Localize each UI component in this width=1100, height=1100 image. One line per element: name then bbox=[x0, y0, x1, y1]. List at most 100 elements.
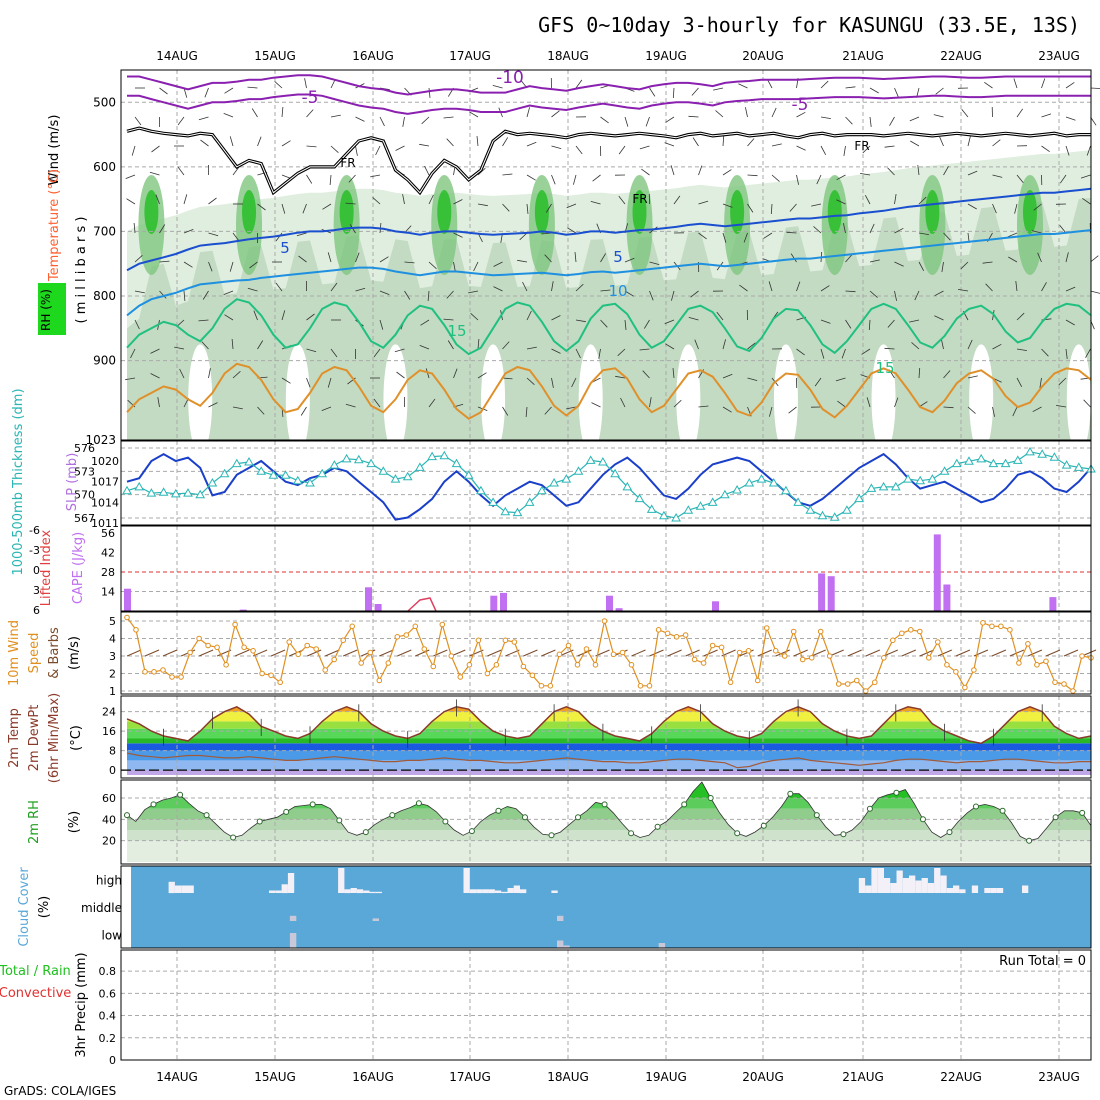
thickness-marker bbox=[805, 505, 816, 514]
upper-wind-barb bbox=[820, 348, 825, 359]
upper-wind-barb bbox=[1008, 256, 1018, 263]
wind-speed-point bbox=[781, 653, 788, 659]
wind-speed-point bbox=[394, 634, 401, 640]
cloud-bar bbox=[168, 881, 175, 894]
upper-wind-barb bbox=[866, 397, 871, 408]
upper-wind-barb bbox=[183, 87, 188, 98]
cloud-bar bbox=[915, 880, 922, 893]
upper-wind-barb bbox=[992, 406, 995, 417]
upper-wind-barb bbox=[649, 397, 652, 408]
upper-wind-barb bbox=[715, 110, 724, 118]
thickness-marker bbox=[915, 475, 926, 485]
upper-wind-barb bbox=[519, 232, 528, 241]
temperature-axis-label: Temperature (°C) bbox=[47, 169, 62, 282]
temp-tick: 16 bbox=[102, 725, 116, 738]
cloud-bar bbox=[971, 885, 979, 893]
bottom-date-axis: 14AUG 15AUG 16AUG 17AUG 18AUG 19AUG 20AUG 21AUG… bbox=[156, 1070, 1080, 1084]
upper-wind-barb bbox=[984, 81, 993, 89]
cape-label: CAPE (J/kg) bbox=[71, 532, 86, 604]
thickness-marker bbox=[707, 497, 718, 506]
cloud-bar bbox=[375, 891, 382, 894]
surface-wind-barb bbox=[1009, 649, 1025, 657]
precip-tick: 0.6 bbox=[99, 987, 117, 1000]
upper-wind-barb bbox=[453, 232, 463, 238]
cloud-bars bbox=[168, 868, 1029, 948]
upper-wind-barb bbox=[820, 319, 831, 324]
upper-wind-barb bbox=[620, 397, 626, 408]
top-day-label: 16AUG bbox=[352, 49, 394, 63]
wind-speed-point bbox=[998, 623, 1004, 630]
upper-wind-barb bbox=[208, 197, 217, 205]
rh-point bbox=[840, 831, 847, 838]
upper-wind-barb bbox=[909, 116, 920, 122]
wind-speed-point bbox=[727, 679, 734, 686]
upper-wind-barb bbox=[355, 145, 358, 156]
upper-wind-barb bbox=[232, 406, 243, 410]
wind-speed-point bbox=[772, 648, 779, 654]
upper-wind-barb bbox=[914, 290, 920, 301]
wind-speed-point bbox=[628, 662, 635, 668]
upper-wind-barb bbox=[894, 194, 897, 205]
wind-speed-point bbox=[421, 646, 428, 652]
upper-wind-barb bbox=[845, 290, 856, 293]
upper-wind-barb bbox=[861, 348, 871, 355]
upper-wind-barb bbox=[492, 85, 503, 89]
upper-wind-barb bbox=[321, 406, 332, 411]
slp-frame bbox=[120, 440, 1092, 526]
rh-point bbox=[522, 814, 528, 821]
cloud-bar bbox=[946, 888, 953, 893]
wind-tick: 2 bbox=[109, 668, 116, 681]
rh-core bbox=[339, 190, 354, 235]
upper-wind-barb bbox=[551, 348, 561, 354]
top-date-axis: 14AUG 15AUG 16AUG 17AUG 18AUG 19AUG 20AUG 21AUG… bbox=[156, 49, 1080, 63]
upper-wind-barb bbox=[159, 260, 170, 263]
run-total: Run Total = 0 bbox=[999, 954, 1086, 969]
upper-wind-barb bbox=[257, 203, 266, 211]
upper-wind-barb bbox=[1012, 406, 1018, 417]
upper-wind-barb bbox=[130, 348, 136, 359]
upper-wind-barb bbox=[691, 87, 699, 96]
wind-speed-point bbox=[376, 677, 383, 684]
dry-plume bbox=[481, 344, 506, 455]
thickness-marker bbox=[231, 458, 242, 468]
upper-wind-barb bbox=[373, 398, 381, 408]
upper-wind-barb bbox=[428, 87, 431, 98]
upper-wind-barb bbox=[443, 318, 454, 321]
upper-wind-barb bbox=[159, 87, 168, 95]
surface-wind-barb bbox=[649, 649, 664, 657]
bottom-day-label: 14AUG bbox=[156, 1070, 198, 1084]
rh-point bbox=[389, 812, 396, 819]
wind-speed-point bbox=[268, 672, 274, 679]
upper-wind-barb bbox=[1090, 87, 1100, 89]
upper-wind-barb bbox=[477, 167, 486, 176]
rh-point bbox=[866, 805, 873, 812]
thickness-marker bbox=[1000, 458, 1011, 468]
thickness-marker bbox=[720, 489, 730, 499]
surface-wind-barb bbox=[162, 649, 178, 657]
upper-wind-barb bbox=[673, 195, 681, 205]
cloud-bar bbox=[858, 878, 866, 893]
slp-line bbox=[126, 452, 1092, 521]
pressure-tick-label: 1023 bbox=[85, 433, 116, 447]
upper-wind-barb bbox=[201, 341, 209, 350]
upper-wind-barb bbox=[395, 145, 405, 151]
cloud-bar bbox=[476, 889, 483, 894]
upper-wind-barb bbox=[763, 232, 773, 239]
upper-wind-barb bbox=[864, 195, 871, 205]
upper-wind-barb bbox=[967, 375, 978, 379]
upper-wind-barb bbox=[551, 377, 554, 388]
slp-thickness-axis: 576 573 570 567 1020 1017 1014 1011 bbox=[74, 442, 119, 530]
upper-wind-barb bbox=[591, 402, 601, 408]
upper-wind-barb bbox=[909, 319, 920, 323]
upper-wind-barb bbox=[345, 202, 356, 205]
cape-bar bbox=[500, 592, 507, 611]
rh-point bbox=[681, 801, 688, 808]
wind-speed-point bbox=[538, 683, 545, 689]
pressure-tick-label: 700 bbox=[93, 224, 116, 238]
upper-wind-barb bbox=[835, 377, 846, 382]
temp-grid bbox=[121, 696, 1091, 778]
upper-wind-barb bbox=[177, 116, 185, 126]
wind-speed-point bbox=[854, 677, 860, 684]
dewpoint-line bbox=[126, 752, 1091, 769]
cloud-bar bbox=[984, 888, 991, 893]
